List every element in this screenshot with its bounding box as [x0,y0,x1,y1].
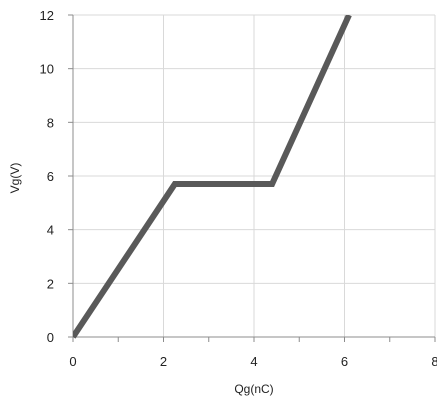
y-axis-title: Vg(V) [8,163,22,194]
x-tick-label-8: 8 [431,354,437,369]
y-tick-label-8: 8 [47,115,54,130]
y-tick-label-4: 4 [47,223,54,238]
y-tick-label-2: 2 [47,276,54,291]
x-tick-label-0: 0 [69,354,76,369]
x-axis-title: Qg(nC) [234,382,273,396]
x-tick-labels: 0 2 4 6 8 [69,354,437,369]
series-layer [73,15,352,339]
y-tick-labels: 0 2 4 6 8 10 12 [40,8,54,345]
y-tick-label-0: 0 [47,330,54,345]
series-line-0 [73,15,352,339]
x-tick-label-6: 6 [341,354,348,369]
x-tick-label-2: 2 [160,354,167,369]
y-tick-label-10: 10 [40,62,54,77]
x-tick-label-4: 4 [250,354,257,369]
y-tick-label-12: 12 [40,8,54,23]
grid-lines [68,14,436,342]
y-tick-label-6: 6 [47,169,54,184]
